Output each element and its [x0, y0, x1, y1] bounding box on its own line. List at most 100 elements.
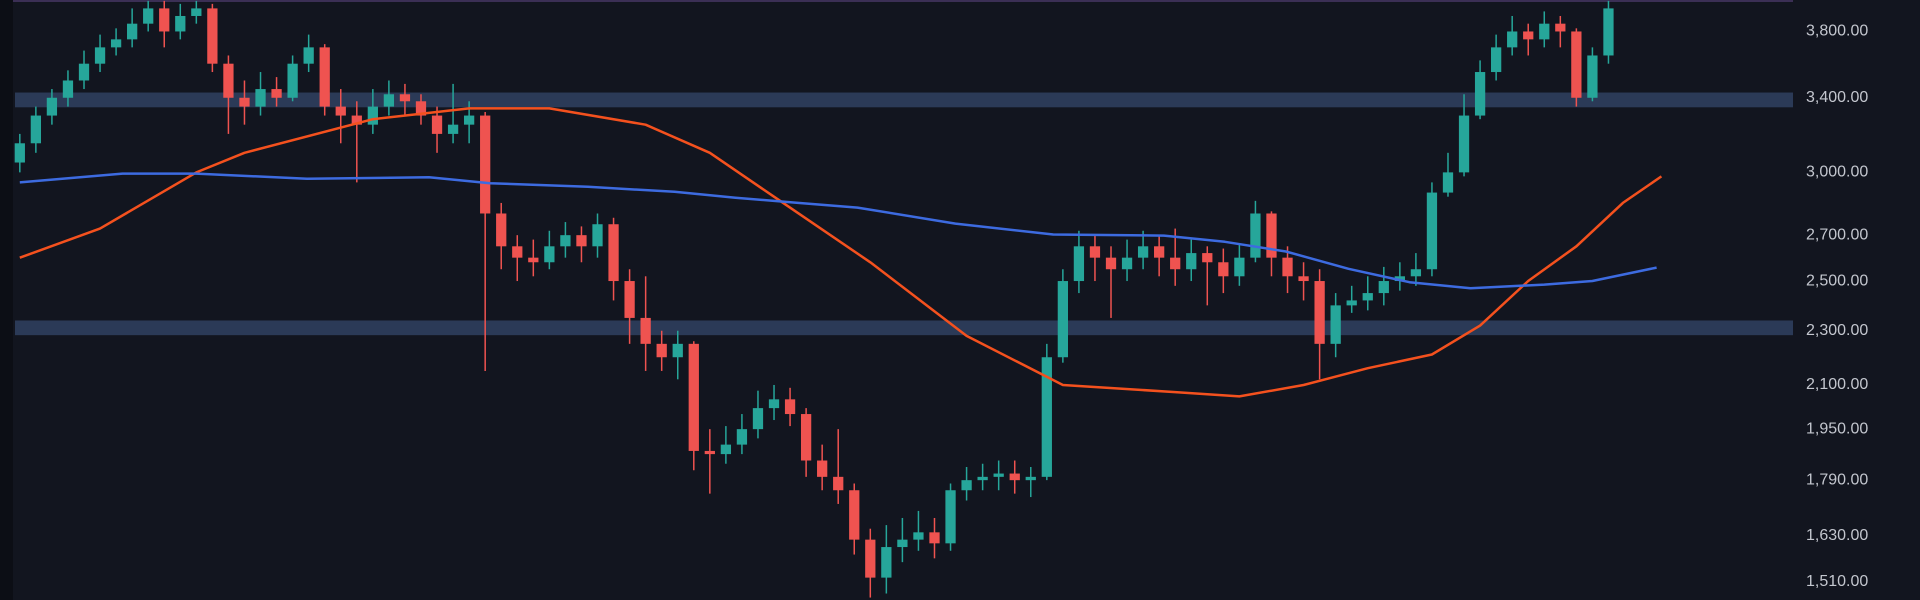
candle-body [624, 281, 635, 318]
candle-body [817, 460, 828, 477]
candle-body [544, 246, 555, 263]
moving-average-line [19, 172, 1657, 290]
candle-body [1089, 246, 1101, 258]
candle-body [656, 343, 667, 358]
candle-body [1539, 23, 1550, 40]
candle-body [1250, 213, 1261, 258]
candle-body [335, 106, 346, 116]
y-tick-label: 2,300.00 [1806, 322, 1868, 339]
candle-body [1362, 293, 1373, 301]
candle-body [1330, 305, 1341, 344]
candle-body [175, 15, 186, 32]
candle-body [1202, 253, 1213, 263]
candle-body [191, 8, 202, 16]
candle-body [1490, 47, 1502, 73]
candle-body [431, 115, 443, 134]
candle-body [127, 23, 138, 40]
candle-body [512, 246, 523, 258]
candle-body [608, 224, 619, 282]
candle-body [865, 539, 876, 578]
candle-body [94, 47, 106, 64]
candle-body [929, 532, 940, 544]
candle-body [993, 473, 1004, 477]
candle-body [800, 414, 812, 461]
candle-body [961, 480, 972, 491]
candle-body [447, 124, 459, 134]
candle-body [287, 63, 298, 98]
candle-body [303, 47, 314, 64]
candle-body [1346, 300, 1357, 306]
candle-body [383, 94, 395, 107]
candle-body [1218, 262, 1229, 277]
candle-body [1170, 257, 1181, 270]
candle-body [1121, 257, 1133, 270]
candle-body [592, 224, 603, 247]
candle-body [1410, 269, 1422, 277]
candle-body [14, 143, 25, 163]
y-tick-label: 3,400.00 [1806, 89, 1868, 106]
candle-body [1073, 246, 1085, 282]
candle-body [367, 106, 378, 125]
candle-body [1571, 31, 1582, 98]
candle-body [704, 450, 715, 455]
candle-body [415, 101, 427, 116]
candle-body [913, 532, 924, 540]
candle-body [849, 490, 860, 540]
left-edge [0, 0, 13, 600]
candle-body [977, 476, 988, 481]
y-tick-label: 3,800.00 [1806, 23, 1868, 40]
candle-body [1555, 23, 1566, 32]
candle-body [672, 343, 683, 358]
candle-body [496, 213, 507, 247]
candle-body [255, 89, 266, 107]
candle-body [30, 115, 41, 144]
candle-body [752, 408, 764, 430]
candle-body [207, 8, 218, 64]
candle-body [271, 89, 282, 98]
candle-body [1186, 253, 1197, 270]
candle-body [1137, 246, 1149, 258]
candle-body [560, 235, 571, 247]
y-tick-label: 1,790.00 [1806, 471, 1868, 488]
candle-body [1474, 72, 1486, 116]
candle-body [46, 97, 58, 116]
y-tick-label: 3,000.00 [1806, 164, 1868, 181]
candle-body [881, 547, 892, 578]
candle-body [239, 97, 250, 107]
candle-body [110, 39, 122, 48]
candle-body [1458, 115, 1470, 173]
zone [15, 320, 1793, 336]
candle-body [1009, 473, 1020, 481]
candle-body [1523, 31, 1534, 40]
candle-body [319, 47, 330, 107]
candle-body [945, 490, 956, 544]
candle-body [399, 94, 411, 102]
y-tick-label: 1,950.00 [1806, 420, 1868, 437]
candle-body [1314, 281, 1325, 344]
candle-body [480, 115, 491, 214]
candle-body [223, 63, 234, 98]
candle-body [1378, 281, 1389, 294]
candle-body [1266, 213, 1277, 258]
candle-body [1041, 357, 1052, 477]
candle-body [1442, 172, 1454, 193]
candle-body [159, 8, 170, 32]
candle-body [1507, 31, 1518, 48]
candle-body [78, 63, 90, 81]
candle-body [1426, 192, 1438, 270]
candle-body [784, 399, 796, 415]
y-tick-label: 1,510.00 [1806, 573, 1868, 590]
y-tick-label: 1,630.00 [1806, 527, 1868, 544]
candle-body [1298, 276, 1309, 282]
candle-body [528, 257, 539, 263]
zone [15, 92, 1793, 108]
candle-body [1282, 257, 1293, 277]
candle-body [736, 429, 748, 445]
candle-body [1057, 281, 1068, 358]
candle-body [1587, 55, 1598, 98]
moving-average-line [19, 107, 1663, 398]
candle-body [640, 317, 651, 344]
candle-body [1025, 476, 1036, 481]
